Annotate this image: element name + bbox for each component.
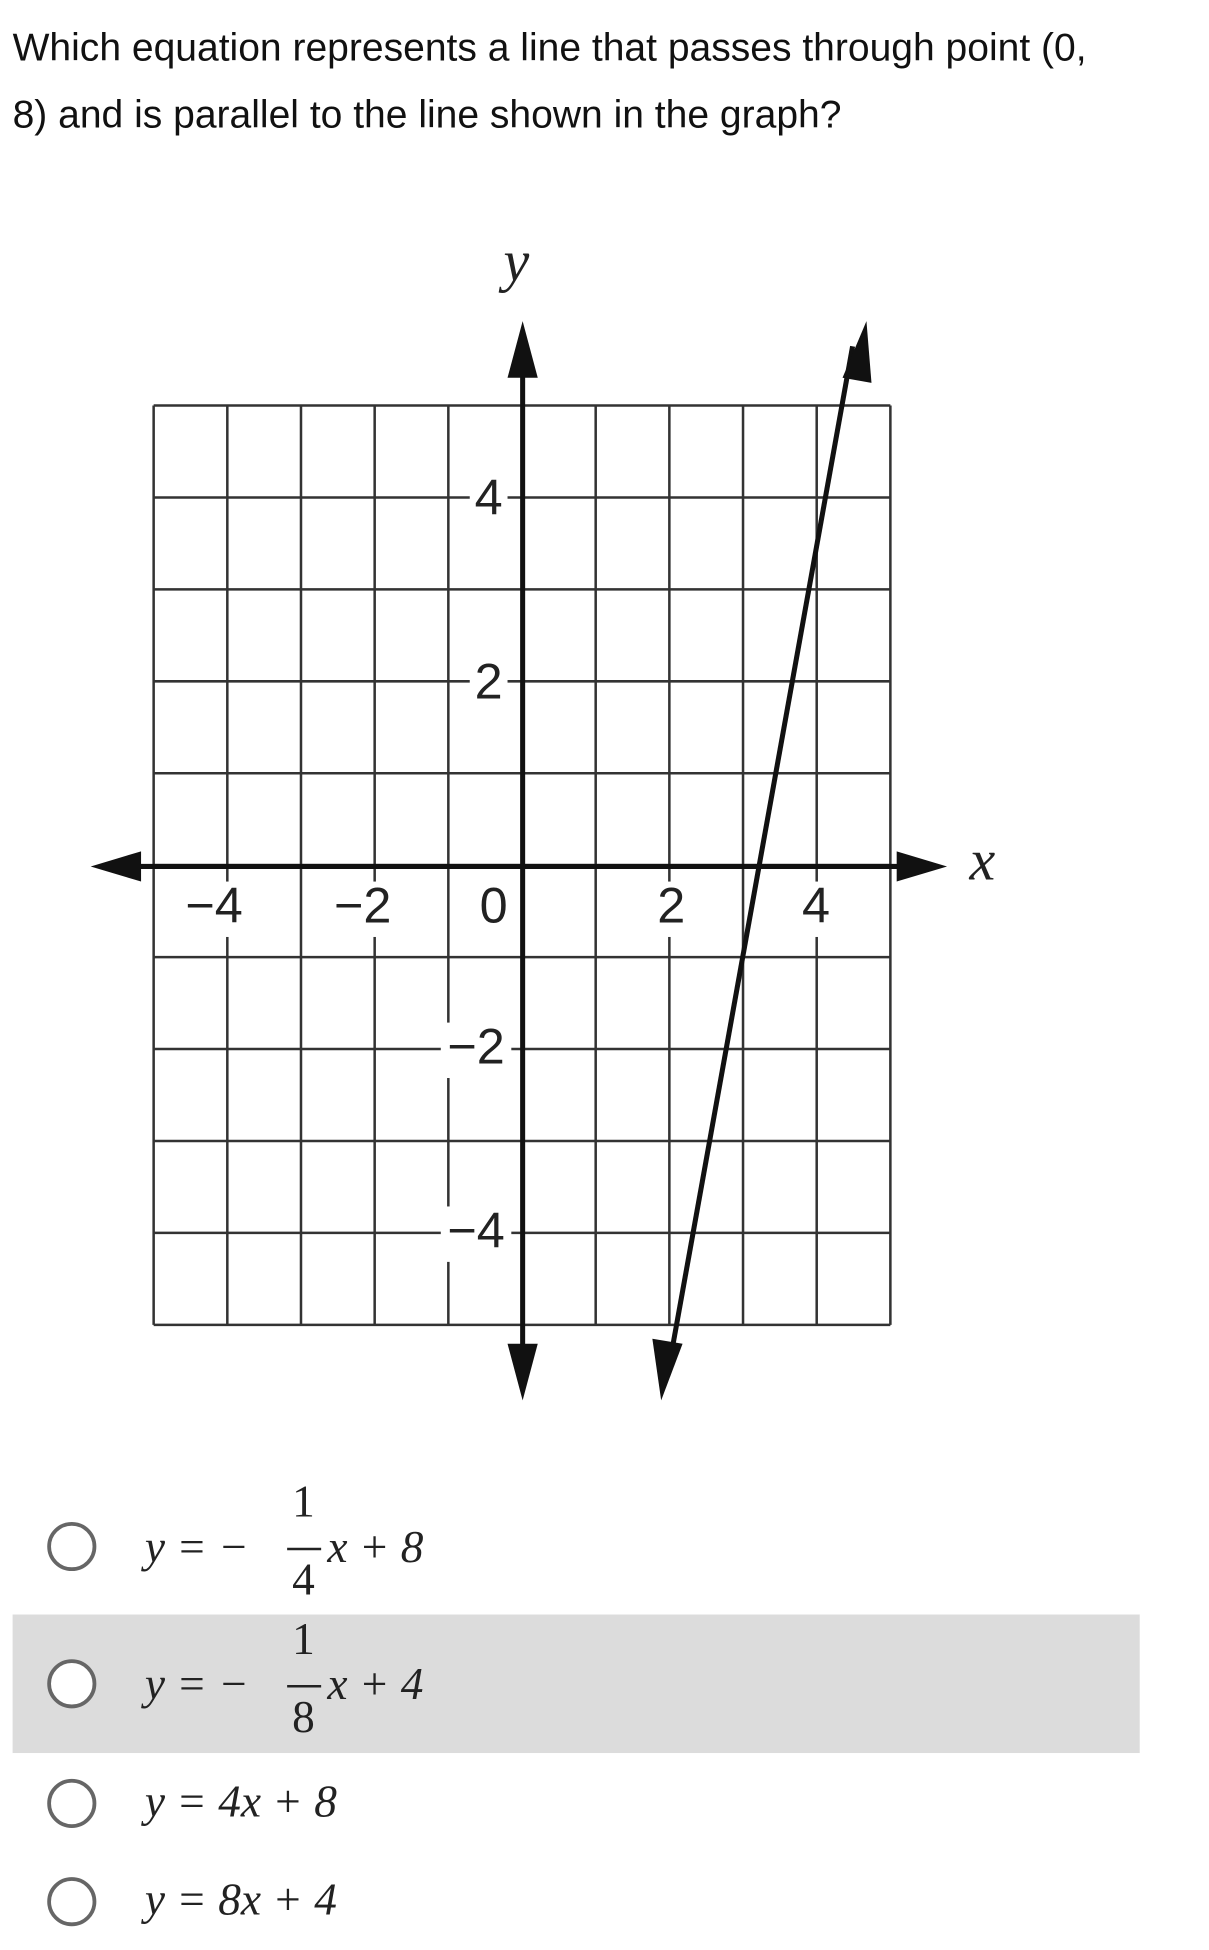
- x-tick-label: 2: [657, 877, 685, 934]
- radio[interactable]: [47, 1877, 97, 1927]
- denominator: 4: [292, 1555, 315, 1605]
- radio[interactable]: [47, 1521, 97, 1572]
- label-bg: [797, 881, 835, 937]
- option-text: y = 8x + 4: [141, 1875, 337, 1925]
- y-tick-label: −2: [447, 1018, 504, 1075]
- numerator: 1: [292, 1614, 315, 1664]
- option[interactable]: y = 8x + 4: [47, 1875, 337, 1927]
- denominator: 8: [292, 1692, 315, 1742]
- y-axis-label: y: [498, 228, 529, 293]
- y-tick-label: 2: [475, 652, 503, 709]
- x-axis-label: x: [968, 828, 995, 893]
- radio[interactable]: [47, 1659, 97, 1709]
- x-tick-label: 4: [802, 877, 830, 934]
- label-bg: [469, 657, 508, 713]
- option[interactable]: y = − 1 8 x + 4: [47, 1614, 423, 1742]
- option-suffix: x + 8: [326, 1522, 423, 1572]
- label-bg: [440, 1206, 512, 1262]
- option-highlight: [12, 1614, 1140, 1754]
- label-bg: [440, 1022, 512, 1079]
- line-arrow: [842, 321, 872, 383]
- y-tick-label: −4: [447, 1201, 504, 1258]
- y-arrow: [507, 321, 538, 378]
- y-arrow: [507, 1343, 538, 1401]
- x-arrow: [896, 851, 948, 882]
- label-bg: [652, 881, 691, 937]
- question-line: 8) and is parallel to the line shown in …: [13, 93, 842, 136]
- y-tick-label: 4: [475, 469, 503, 526]
- label-bg: [474, 881, 513, 937]
- x-arrow: [90, 851, 142, 882]
- graph: y x −4 −2 0 2 4 4 2 −2 −4: [90, 228, 995, 1401]
- label-bg: [176, 881, 250, 937]
- x-tick-label: −4: [185, 877, 242, 934]
- numerator: 1: [292, 1477, 315, 1527]
- graph-line: [664, 345, 856, 1376]
- label-bg: [469, 473, 508, 529]
- option-prefix: y = −: [141, 1659, 249, 1709]
- option-prefix: y = −: [141, 1522, 249, 1572]
- x-tick-label: −2: [334, 877, 391, 934]
- line-arrow: [652, 1338, 683, 1401]
- option-text: y = 4x + 8: [141, 1776, 337, 1826]
- radio[interactable]: [47, 1778, 97, 1828]
- label-bg: [324, 881, 398, 937]
- option[interactable]: y = 4x + 8: [47, 1776, 337, 1828]
- option-suffix: x + 4: [326, 1659, 423, 1709]
- question-line: Which equation represents a line that pa…: [13, 27, 1087, 70]
- x-tick-label: 0: [480, 877, 508, 934]
- option[interactable]: y = − 1 4 x + 8: [47, 1477, 424, 1605]
